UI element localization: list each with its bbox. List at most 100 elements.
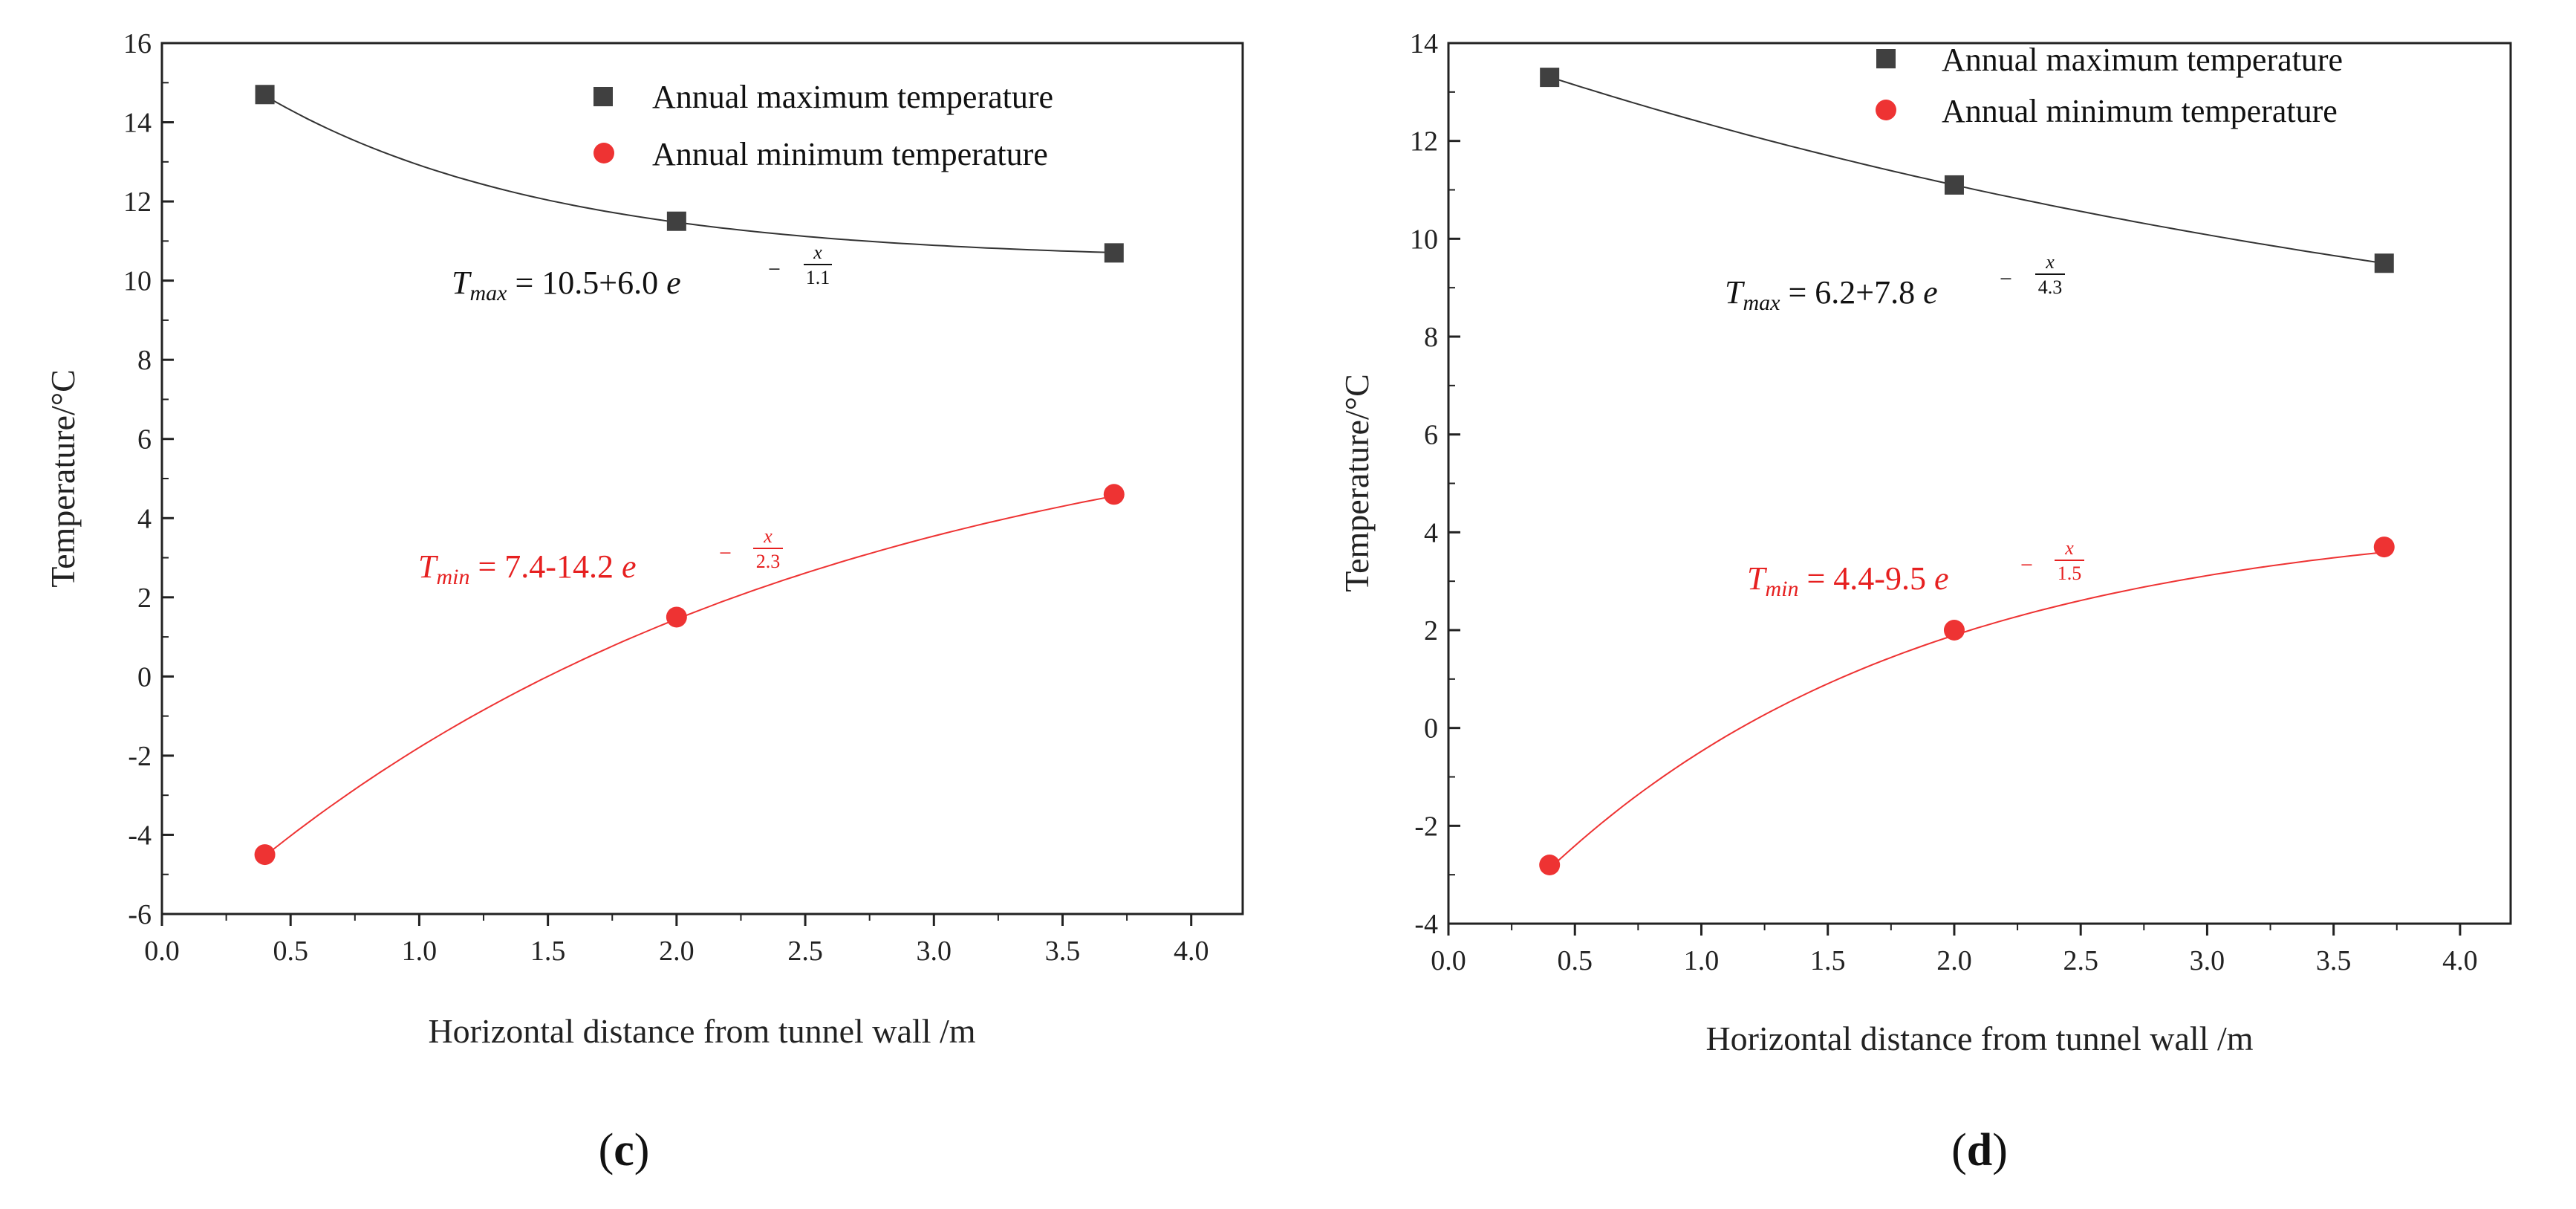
panel-c-eq-min-symbol: T bbox=[418, 548, 439, 585]
panel-c-eq-min-exp-num: x bbox=[763, 525, 773, 547]
panel-c-eq-max-symbol: T bbox=[452, 265, 472, 301]
chart-panel-c: -6 -4 -2 0 2 4 6 8 10 12 14 16 0.0 0.5 1.0 1.5 2.0 2.5 3.… bbox=[44, 28, 1244, 1176]
panel-d-x-ticks: 0.0 0.5 1.0 1.5 2.0 2.5 3.0 3.5 4.0 bbox=[1431, 924, 2478, 976]
panel-c-x-axis-title: Horizontal distance from tunnel wall /m bbox=[428, 1012, 975, 1050]
panel-d-eq-max-exp-num: x bbox=[2045, 251, 2055, 273]
panel-d-fit-max bbox=[1549, 76, 2384, 265]
panel-c-eq-min-exp-den: 2.3 bbox=[756, 551, 781, 572]
panel-c-legend-label-max: Annual maximum temperature bbox=[652, 79, 1053, 115]
panel-c-eq-max-e: e bbox=[666, 265, 681, 301]
panel-c-x-tick-label: 1.5 bbox=[530, 936, 566, 967]
panel-d-y-tick-label: 0 bbox=[1424, 713, 1438, 745]
panel-c-point-min bbox=[1103, 484, 1125, 505]
panel-d-eq-max-sub: max bbox=[1743, 291, 1780, 315]
panel-d-frame bbox=[1447, 42, 2512, 925]
panel-c-x-tick-label: 1.0 bbox=[402, 936, 438, 967]
chart-panel-d: -4 -2 0 2 4 6 8 10 12 14 0.0 0.5 1.0 1.5 2.0 2.5 3.0 3.5… bbox=[1338, 28, 2512, 1176]
panel-d-legend-label-min: Annual minimum temperature bbox=[1942, 93, 2338, 129]
panel-c-points bbox=[254, 85, 1125, 866]
panel-c-x-tick-label: 2.0 bbox=[659, 936, 695, 967]
panel-d-y-tick-label: 10 bbox=[1410, 224, 1438, 255]
panel-c-frame bbox=[160, 42, 1244, 915]
panel-d-eq-min-e: e bbox=[1934, 560, 1949, 597]
panel-d-eq-min-body: = 4.4-9.5 bbox=[1798, 560, 1933, 597]
panel-c-y-tick-label: 12 bbox=[123, 187, 152, 218]
panel-c-y-tick-label: 16 bbox=[123, 28, 152, 59]
panel-d-point-min bbox=[1539, 855, 1561, 875]
panel-d-eq-max-minus: − bbox=[2000, 267, 2012, 291]
panel-c-eq-max-minus: − bbox=[768, 257, 781, 282]
panel-c-eq-max-exp-num: x bbox=[813, 242, 822, 263]
panel-d-legend: Annual maximum temperature Annual minimu… bbox=[1876, 42, 2343, 129]
panel-d-y-tick-label: -4 bbox=[1414, 909, 1438, 940]
panel-d-y-tick-label: 12 bbox=[1410, 126, 1438, 158]
panel-c-point-min bbox=[666, 606, 687, 628]
panel-d-legend-marker-max bbox=[1876, 49, 1896, 68]
panel-c-eq-min-e: e bbox=[622, 548, 637, 585]
panel-d-y-tick-label: 4 bbox=[1424, 517, 1438, 548]
panel-d-y-tick-label: 8 bbox=[1424, 322, 1438, 353]
panel-d-legend-marker-min bbox=[1876, 100, 1896, 120]
panel-d-x-tick-label: 1.0 bbox=[1684, 945, 1720, 976]
panel-d-point-max bbox=[1944, 175, 1964, 195]
panel-d-eq-min-symbol: T bbox=[1747, 560, 1768, 597]
svg-text:Tmin = 7.4-14.2 e: Tmin = 7.4-14.2 e bbox=[418, 548, 636, 589]
panel-d-y-tick-label: 2 bbox=[1424, 615, 1438, 646]
panel-d-equation-min: Tmin = 4.4-9.5 e − x 1.5 bbox=[1747, 537, 2084, 601]
panel-c-x-tick-label: 0.5 bbox=[273, 936, 308, 967]
svg-text:Tmax = 6.2+7.8 e: Tmax = 6.2+7.8 e bbox=[1725, 274, 1938, 315]
panel-d-eq-min-exp-num: x bbox=[2064, 537, 2074, 559]
panel-d-x-tick-label: 3.5 bbox=[2316, 945, 2352, 976]
panel-d-y-tick-label: -2 bbox=[1414, 811, 1438, 842]
panel-d-label: (d) bbox=[1951, 1125, 2008, 1176]
panel-d-y-ticks: -4 -2 0 2 4 6 8 10 12 14 bbox=[1410, 28, 1460, 940]
panel-c-y-tick-label: -4 bbox=[128, 820, 152, 851]
panel-d-eq-min-sub: min bbox=[1765, 577, 1798, 601]
panel-c-x-tick-label: 0.0 bbox=[144, 936, 180, 967]
panel-d-fit-curves bbox=[1549, 76, 2384, 869]
panel-d-eq-min-minus: − bbox=[2020, 553, 2033, 577]
panel-c-point-max bbox=[255, 85, 275, 105]
panel-c-y-tick-label: 4 bbox=[137, 503, 152, 534]
panel-c-x-tick-label: 3.0 bbox=[917, 936, 952, 967]
panel-d-point-min bbox=[1943, 620, 1965, 641]
panel-d-plot-area bbox=[1447, 42, 2512, 925]
panel-c-fit-curves bbox=[264, 94, 1114, 857]
panel-d-equation-max: Tmax = 6.2+7.8 e − x 4.3 bbox=[1725, 251, 2065, 315]
panel-d-point-min bbox=[2373, 537, 2395, 558]
panel-c-y-axis-title: Temperature/°C bbox=[44, 369, 82, 588]
panel-d-label-letter: d bbox=[1967, 1125, 1992, 1176]
panel-c-fit-max bbox=[264, 94, 1114, 253]
panel-c-point-min bbox=[254, 844, 276, 866]
panel-c-point-max bbox=[1104, 243, 1124, 263]
panel-c-y-ticks: -6 -4 -2 0 2 4 6 8 10 12 14 16 bbox=[123, 28, 174, 930]
panel-c-y-tick-label: -2 bbox=[128, 741, 152, 772]
panel-c-y-tick-label: -6 bbox=[128, 899, 152, 930]
panel-c-eq-max-sub: max bbox=[469, 281, 507, 305]
panel-d-x-tick-label: 2.5 bbox=[2063, 945, 2098, 976]
panel-c-equation-min: Tmin = 7.4-14.2 e − x 2.3 bbox=[418, 525, 783, 589]
panel-d-legend-label-max: Annual maximum temperature bbox=[1942, 42, 2343, 78]
panel-d-x-tick-label: 1.5 bbox=[1810, 945, 1846, 976]
svg-text:Tmin = 4.4-9.5 e: Tmin = 4.4-9.5 e bbox=[1747, 560, 1948, 601]
panel-d-eq-max-symbol: T bbox=[1725, 274, 1746, 311]
panel-d-y-tick-label: 6 bbox=[1424, 420, 1438, 451]
panel-c-x-tick-label: 3.5 bbox=[1045, 936, 1081, 967]
panel-d-y-tick-label: 14 bbox=[1410, 28, 1438, 59]
panel-c-x-ticks: 0.0 0.5 1.0 1.5 2.0 2.5 3.0 3.5 4.0 bbox=[144, 914, 1209, 967]
panel-c-legend-marker-max bbox=[593, 87, 613, 106]
panel-d-point-max bbox=[1540, 68, 1560, 88]
panel-d-x-tick-label: 0.5 bbox=[1557, 945, 1593, 976]
panel-c-eq-max-exp-den: 1.1 bbox=[806, 267, 830, 288]
panel-d-eq-max-exp-den: 4.3 bbox=[2038, 276, 2063, 298]
panel-c-x-tick-label: 2.5 bbox=[787, 936, 823, 967]
panel-c-point-max bbox=[666, 211, 686, 231]
panel-d-x-tick-label: 0.0 bbox=[1431, 945, 1466, 976]
panel-d-fit-min bbox=[1549, 551, 2384, 869]
panel-c-fit-min bbox=[264, 495, 1114, 857]
panel-c-y-tick-label: 6 bbox=[137, 424, 152, 456]
panel-d-points bbox=[1539, 68, 2395, 875]
panel-d-eq-max-e: e bbox=[1923, 274, 1938, 311]
panel-c-legend-marker-min bbox=[593, 143, 614, 163]
panel-d-point-max bbox=[2374, 253, 2394, 273]
